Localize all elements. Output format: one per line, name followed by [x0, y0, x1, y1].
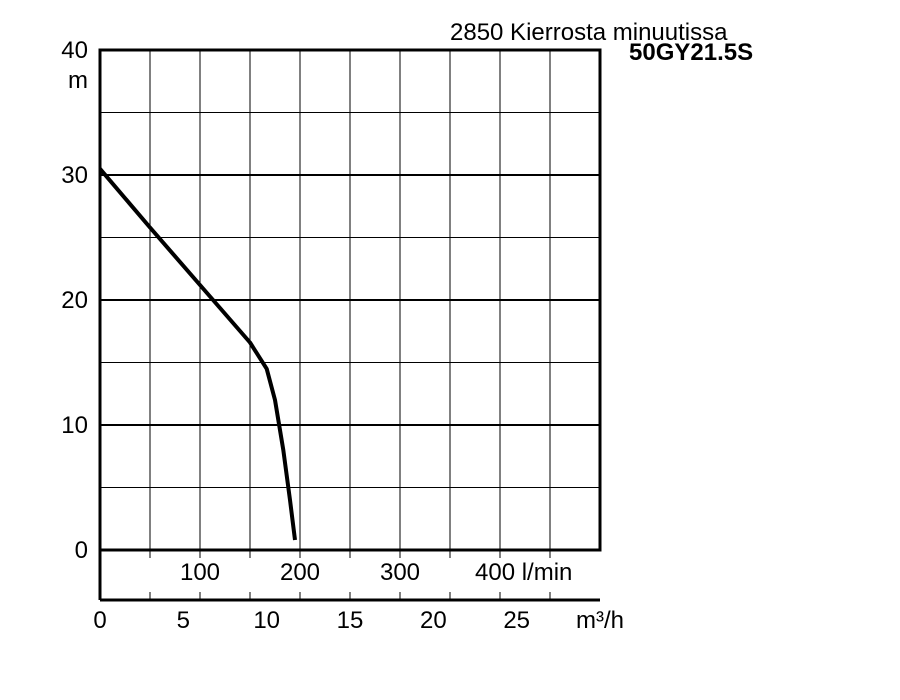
lpm-axis-tick-labels: 100 200 300 400 l/min	[180, 559, 572, 586]
y-tick-label: 0	[75, 537, 88, 564]
y-axis-tick-labels: 0 10 20 30 40	[61, 37, 88, 564]
x-tick-label: 0	[93, 607, 106, 634]
lpm-tick-label: 200	[280, 559, 320, 586]
y-tick-label: 10	[61, 412, 88, 439]
x-tick-label: 15	[337, 607, 364, 634]
chart-title: 2850 Kierrosta minuutissa	[450, 19, 728, 46]
pump-curve-line	[98, 167, 297, 541]
y-tick-label: 30	[61, 162, 88, 189]
y-tick-label: 20	[61, 287, 88, 314]
x-tick-label: 10	[253, 607, 280, 634]
lpm-tick-label: 100	[180, 559, 220, 586]
x-tick-label: 25	[503, 607, 530, 634]
x-axis-label: m³/h	[576, 607, 624, 634]
plot-frame	[98, 48, 602, 602]
y-tick-label: 40	[61, 37, 88, 64]
y-axis-label: m	[68, 67, 88, 94]
chart-subtitle: 50GY21.5S	[629, 39, 753, 66]
grid-lines	[100, 50, 600, 600]
x-tick-label: 5	[177, 607, 190, 634]
x-tick-label: 20	[420, 607, 447, 634]
lpm-tick-label: 400 l/min	[475, 559, 572, 586]
plot-border	[98, 48, 602, 552]
x-axis-tick-labels: 0 5 10 15 20 25	[93, 607, 530, 634]
lpm-tick-label: 300	[380, 559, 420, 586]
